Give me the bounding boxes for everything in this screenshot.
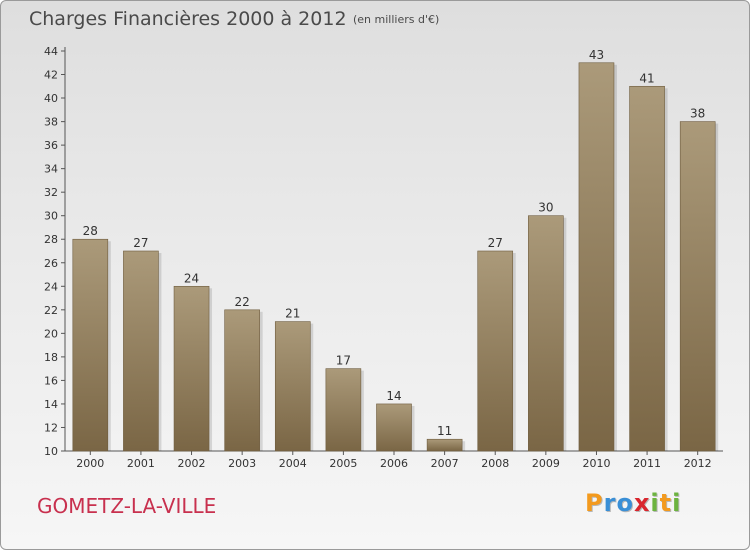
x-tick-label: 2011 (633, 457, 661, 470)
bar-2004 (274, 321, 311, 452)
bar-2008 (477, 250, 514, 452)
y-tick-label: 34 (44, 163, 58, 176)
x-tick-label: 2010 (582, 457, 610, 470)
bar-value-label: 14 (386, 389, 401, 403)
y-tick-label: 42 (44, 69, 58, 82)
x-tick-label: 2012 (684, 457, 712, 470)
bar-2000 (72, 238, 109, 452)
y-tick-label: 24 (44, 280, 58, 293)
bar-value-label: 30 (538, 201, 553, 215)
bar-value-label: 17 (336, 354, 351, 368)
x-tick-label: 2000 (76, 457, 104, 470)
town-name: GOMETZ-LA-VILLE (37, 494, 217, 518)
bar-2003 (224, 309, 260, 452)
logo-letter: P (585, 489, 604, 517)
logo-letter: x (633, 489, 651, 517)
x-tick-label: 2005 (329, 457, 357, 470)
bar-value-label: 41 (639, 71, 654, 85)
bar-2009 (528, 215, 564, 452)
bar-value-label: 27 (488, 236, 503, 250)
y-tick-label: 14 (44, 398, 58, 411)
logo-letter: r (603, 489, 617, 517)
bar-value-label: 38 (690, 107, 705, 121)
bar-2006 (376, 403, 412, 452)
y-tick-label: 36 (44, 139, 58, 152)
x-tick-label: 2003 (228, 457, 256, 470)
y-tick-label: 30 (44, 210, 58, 223)
chart-subtitle: (en milliers d'€) (353, 13, 440, 26)
y-tick-label: 28 (44, 233, 58, 246)
y-tick-label: 32 (44, 186, 58, 199)
y-tick-label: 18 (44, 351, 58, 364)
y-tick-label: 22 (44, 304, 58, 317)
x-tick-label: 2009 (532, 457, 560, 470)
x-tick-label: 2001 (127, 457, 155, 470)
bar-2007 (426, 438, 463, 452)
bar-value-label: 11 (437, 424, 452, 438)
bar-2005 (325, 368, 362, 452)
y-tick-label: 10 (44, 445, 58, 458)
bar-value-label: 21 (285, 307, 300, 321)
bar-2002 (173, 285, 210, 452)
x-tick-label: 2007 (431, 457, 459, 470)
bar-value-label: 27 (133, 236, 148, 250)
bar-2012 (679, 121, 716, 452)
bar-value-label: 28 (83, 224, 98, 238)
y-tick-label: 20 (44, 327, 58, 340)
logo-letter: o (616, 489, 634, 517)
y-tick-label: 26 (44, 257, 58, 270)
y-tick-label: 44 (44, 45, 58, 58)
bar-value-label: 43 (589, 48, 604, 62)
logo-letter: i (672, 489, 682, 517)
chart-labels: 28 2000 27 2001 24 2002 22 2003 21 2004 17 2005 14 20… (76, 48, 711, 470)
y-tick-label: 40 (44, 92, 58, 105)
x-tick-label: 2006 (380, 457, 408, 470)
bar-value-label: 22 (235, 295, 250, 309)
chart-title: Charges Financières 2000 à 2012 (29, 8, 347, 30)
logo-letter: t (659, 489, 673, 517)
bar-2010 (578, 62, 615, 452)
logo-letter: i (650, 489, 660, 517)
bar-value-label: 24 (184, 271, 199, 285)
y-tick-label: 12 (44, 421, 58, 434)
proxiti-logo[interactable]: Proxiti (585, 489, 681, 517)
bar-2001 (123, 250, 159, 452)
x-tick-label: 2004 (279, 457, 307, 470)
x-tick-label: 2008 (481, 457, 509, 470)
y-tick-label: 16 (44, 374, 58, 387)
chart-bars (72, 62, 719, 452)
y-tick-label: 38 (44, 116, 58, 129)
x-tick-label: 2002 (178, 457, 206, 470)
bar-2011 (629, 85, 665, 452)
